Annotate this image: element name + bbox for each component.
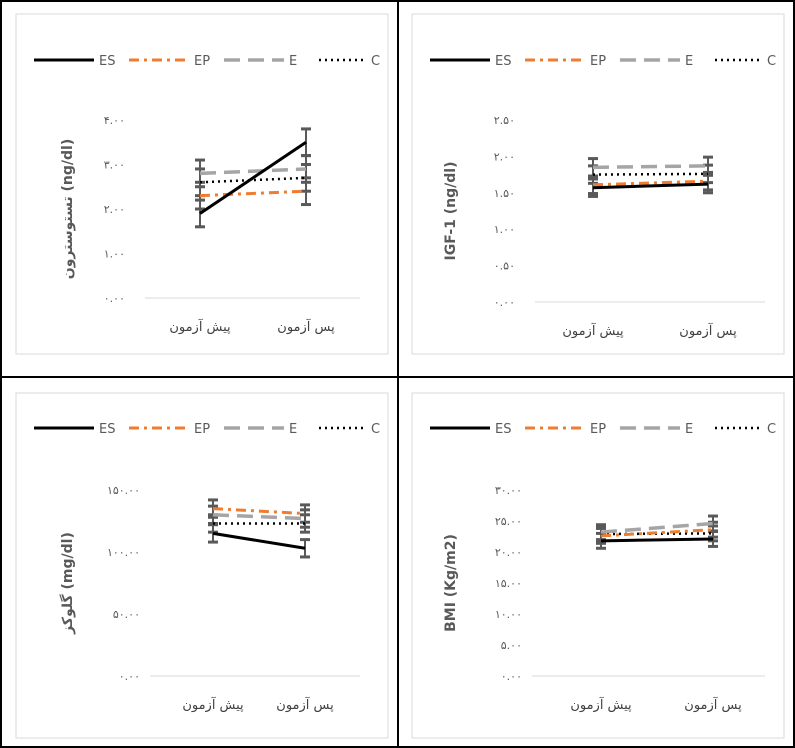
x-tick-label: پیش آزمون (182, 696, 244, 713)
y-tick-label: ۱۰.۰۰ (495, 608, 522, 621)
legend-label-c: C (371, 54, 380, 69)
y-tick-label: ۲.۵۰ (494, 114, 515, 127)
legend-label-es: ES (99, 422, 115, 437)
series-line-es (600, 537, 714, 543)
y-axis-label: گلوکز (mg/dl) (59, 532, 76, 635)
y-tick-label: ۱.۰۰ (494, 223, 515, 236)
table-border-middle-horizontal (0, 376, 795, 378)
y-tick-label: ۲۵.۰۰ (495, 515, 522, 528)
legend-label-c: C (767, 422, 776, 437)
legend-label-ep: EP (590, 54, 606, 69)
legend-label-es: ES (99, 54, 115, 69)
y-axis-label: IGF-1 (ng/dl) (443, 162, 459, 261)
legend-label-e: E (685, 422, 693, 437)
y-tick-label: ۰.۰۰ (494, 296, 515, 309)
series-line-e (592, 164, 709, 170)
legend-label-es: ES (495, 54, 511, 69)
y-tick-label: ۴.۰۰ (104, 114, 125, 127)
chart-panel-1: ES EP E C ۰.۰۰ ۱.۰۰ ۲.۰۰ ۳.۰۰ ۴.۰۰ تستوسترون (ng/… (15, 13, 389, 355)
series-line-ep (600, 528, 714, 538)
legend-label-e: E (289, 54, 297, 69)
x-tick-label: پیش آزمون (169, 318, 231, 335)
legend-label-e: E (289, 422, 297, 437)
y-tick-label: ۱.۵۰ (494, 187, 515, 200)
y-tick-label: ۲.۰۰ (494, 150, 515, 163)
legend-label-ep: EP (590, 422, 606, 437)
legend-label-ep: EP (194, 422, 210, 437)
chart-frame (411, 392, 785, 739)
chart-panel-2: ES EP E C ۰.۰۰ ۰.۵۰ ۱.۰۰ ۱.۵۰ ۲.۰۰ ۲.۵۰ IGF-1 (ng/… (411, 13, 785, 355)
y-tick-label: ۲.۰۰ (104, 203, 125, 216)
y-tick-label: ۱۵۰.۰۰ (107, 484, 140, 497)
chart-panel-3: ES EP E C ۰.۰۰ ۵۰.۰۰ ۱۰۰.۰۰ ۱۵۰.۰۰ گلوکز (mg/dl)… (15, 392, 389, 739)
legend-label-ep: EP (194, 54, 210, 69)
x-tick-label: پس آزمون (277, 318, 335, 335)
y-tick-label: ۳۰.۰۰ (495, 484, 522, 497)
y-tick-label: ۰.۰۰ (119, 670, 140, 683)
y-tick-label: ۰.۰۰ (501, 670, 522, 683)
y-tick-label: ۳.۰۰ (104, 159, 125, 172)
y-tick-label: ۱.۰۰ (104, 248, 125, 261)
series-line-c (592, 172, 709, 176)
legend-label-es: ES (495, 422, 511, 437)
y-tick-label: ۱۵.۰۰ (495, 577, 522, 590)
y-tick-label: ۰.۵۰ (494, 260, 515, 273)
series-line-es (592, 182, 709, 190)
chart-frame (15, 392, 389, 739)
chart-frame (15, 13, 389, 355)
series-line-e (199, 167, 307, 176)
y-axis-label: BMI (Kg/m2) (443, 534, 459, 632)
table-border-middle-vertical (397, 0, 399, 748)
series-line-e (212, 513, 306, 521)
series-line-ep (199, 189, 307, 198)
table-border-left (0, 0, 2, 748)
y-tick-label: ۰.۰۰ (104, 292, 125, 305)
series-line-ep (212, 507, 306, 516)
y-tick-label: ۵۰.۰۰ (113, 608, 140, 621)
series-line-es (212, 531, 306, 550)
series-line-ep (592, 179, 709, 187)
legend-label-c: C (371, 422, 380, 437)
y-axis-label: تستوسترون (ng/dl) (60, 139, 76, 279)
y-tick-label: ۱۰۰.۰۰ (107, 546, 140, 559)
table-border-right (793, 0, 795, 748)
chart-panel-4: ES EP E C ۰.۰۰ ۵.۰۰ ۱۰.۰۰ ۱۵.۰۰ ۲۰.۰۰ ۲۵.۰۰ ۳۰.۰۰ B… (411, 392, 785, 739)
series-line-c (600, 532, 714, 536)
y-tick-label: ۲۰.۰۰ (495, 546, 522, 559)
y-tick-label: ۵.۰۰ (501, 639, 522, 652)
series-line-es (199, 141, 307, 215)
x-tick-label: پیش آزمون (562, 322, 624, 339)
series-line-e (600, 521, 714, 534)
legend-label-c: C (767, 54, 776, 69)
x-tick-label: پیش آزمون (570, 696, 632, 713)
x-tick-label: پس آزمون (684, 696, 742, 713)
legend-label-e: E (685, 54, 693, 69)
x-tick-label: پس آزمون (679, 322, 737, 339)
x-tick-label: پس آزمون (276, 696, 334, 713)
